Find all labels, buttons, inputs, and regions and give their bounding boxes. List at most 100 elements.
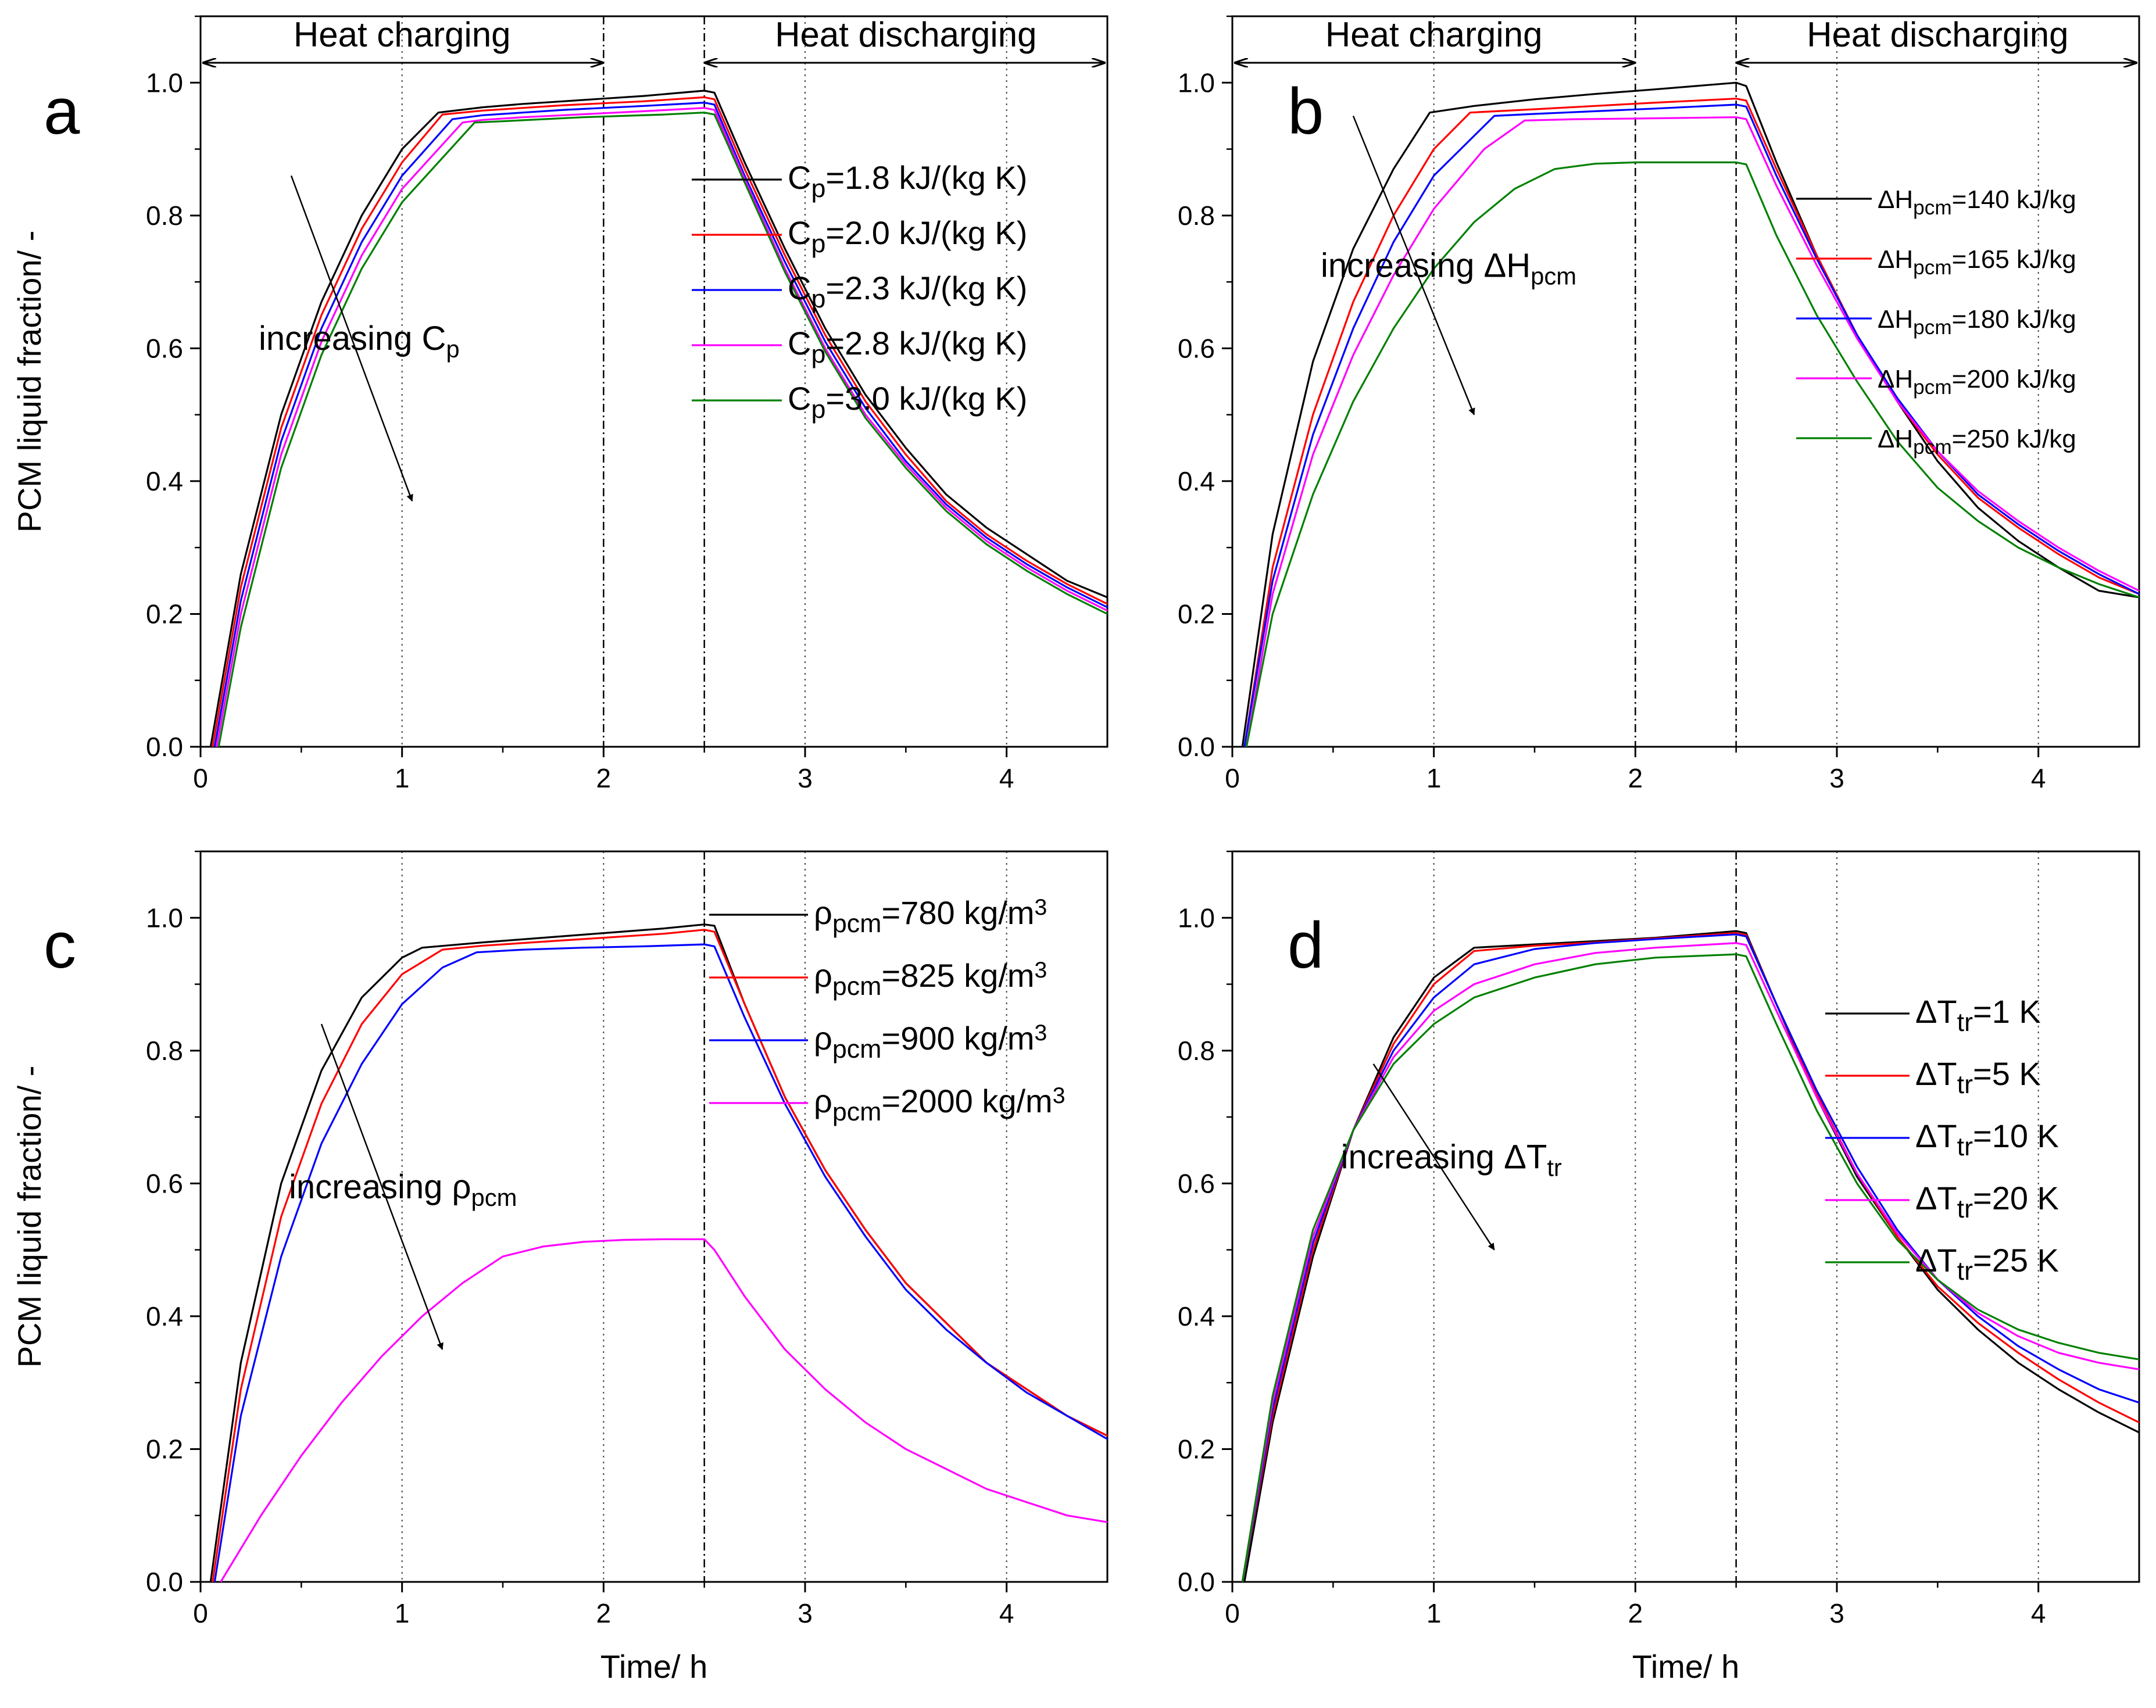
y-tick-label: 0.6 — [146, 333, 183, 363]
annotation-prefix: increasing C — [259, 320, 446, 357]
y-tick-label: 0.4 — [146, 466, 183, 496]
series-line-3 — [213, 102, 1108, 747]
x-tick-label: 3 — [798, 1598, 813, 1628]
legend-value: =10 K — [1973, 1118, 2059, 1154]
series-line-5 — [1241, 953, 2140, 1582]
y-tick-label: 1.0 — [1178, 67, 1215, 98]
heat-discharging-label: Heat discharging — [1807, 15, 2068, 54]
panel-letter: c — [44, 909, 76, 982]
legend-symbol: C — [788, 159, 811, 196]
legend-subscript: p — [811, 174, 825, 203]
y-tick-label: 0.0 — [146, 1567, 183, 1597]
legend-label: ρpcm=900 kg/m3 — [814, 1020, 1047, 1064]
legend-label: Cp=2.3 kJ/(kg K) — [788, 270, 1027, 313]
legend-subscript: p — [811, 395, 825, 424]
legend-subscript: pcm — [832, 972, 882, 1001]
legend-label: ρpcm=2000 kg/m3 — [814, 1083, 1066, 1126]
trend-annotation: increasing ΔTtr — [1341, 1138, 1562, 1181]
legend-subscript: pcm — [832, 1097, 882, 1126]
annotation-prefix: increasing — [1341, 1138, 1504, 1176]
x-axis-title: Time/ h — [600, 1648, 708, 1685]
panel-a: 0 1 2 3 4 0.0 0.2 0.4 0.6 0.8 1.0 PCM liquid fracti… — [11, 15, 1109, 793]
trend-arrow — [1352, 115, 1475, 416]
x-tick-label: 3 — [1829, 763, 1844, 793]
legend-symbol: ΔH — [1878, 245, 1913, 274]
annotation-prefix: increasing — [1321, 247, 1483, 285]
legend-label: ΔTtr=20 K — [1915, 1180, 2059, 1223]
legend-symbol: ρ — [814, 894, 832, 931]
panel-letter: a — [44, 75, 80, 148]
y-tick-label: 0.6 — [1178, 333, 1215, 363]
series-line-2 — [212, 929, 1108, 1582]
y-tick-label: 0.0 — [1178, 1567, 1215, 1597]
annotation-symbol: ΔT — [1504, 1138, 1547, 1176]
legend-symbol: C — [788, 325, 811, 361]
y-axis-title: PCM liquid fraction/ - — [11, 1066, 48, 1368]
legend-value: =165 kJ/kg — [1952, 245, 2076, 274]
y-tick-label: 0.2 — [1178, 1434, 1215, 1464]
x-tick-label: 1 — [1426, 1598, 1442, 1628]
legend-symbol: ΔH — [1878, 425, 1913, 453]
annotation-symbol: ΔH — [1483, 247, 1531, 285]
legend-symbol: ΔT — [1915, 993, 1957, 1030]
legend-superscript: 3 — [1035, 1020, 1047, 1045]
series-line-4 — [1245, 116, 2140, 747]
x-tick-label: 1 — [395, 1598, 410, 1628]
x-tick-label: 3 — [1829, 1598, 1844, 1628]
annotation-prefix: increasing — [289, 1168, 452, 1206]
plot-frame — [1231, 850, 2140, 1583]
series-line-5 — [1245, 161, 2140, 747]
x-tick-label: 2 — [596, 763, 612, 793]
annotation-subscript: p — [446, 335, 459, 363]
trend-arrow — [320, 1023, 444, 1350]
series-line-1 — [1243, 930, 2140, 1582]
annotation-subscript: pcm — [1531, 262, 1576, 289]
legend-symbol: ρ — [814, 1020, 832, 1057]
y-tick-label: 0.6 — [146, 1168, 183, 1198]
heat-discharging-label: Heat discharging — [775, 15, 1036, 54]
heat-charging-label: Heat charging — [294, 15, 511, 54]
y-tick-label: 0.6 — [1178, 1168, 1215, 1198]
legend-superscript: 3 — [1035, 895, 1047, 920]
legend-value: =140 kJ/kg — [1952, 185, 2076, 214]
legend-superscript: 3 — [1035, 958, 1047, 983]
x-tick-label: 0 — [193, 763, 208, 793]
legend-label: ΔHpcm=165 kJ/kg — [1878, 245, 2076, 279]
y-tick-label: 0.8 — [1178, 200, 1215, 231]
plot-frame — [199, 15, 1109, 748]
series-line-4 — [1241, 942, 2140, 1582]
y-tick-label: 1.0 — [146, 903, 183, 933]
legend-label: Cp=2.8 kJ/(kg K) — [788, 325, 1027, 368]
y-tick-label: 0.4 — [1178, 466, 1215, 496]
y-tick-label: 0.4 — [146, 1301, 183, 1331]
legend-value: =2000 kg/m — [882, 1083, 1053, 1119]
x-tick-label: 4 — [999, 763, 1014, 793]
legend-value: =200 kJ/kg — [1952, 365, 2076, 393]
x-tick-label: 0 — [1225, 1598, 1240, 1628]
plot-frame — [199, 850, 1109, 1583]
legend-subscript: pcm — [1913, 256, 1951, 279]
legend-symbol: C — [788, 380, 811, 417]
legend-subscript: tr — [1957, 1132, 1973, 1161]
y-tick-label: 0.2 — [146, 599, 183, 629]
series-line-1 — [209, 89, 1108, 747]
legend-value: =20 K — [1973, 1180, 2059, 1216]
x-tick-label: 0 — [193, 1598, 208, 1628]
legend-label: ΔHpcm=140 kJ/kg — [1878, 185, 2076, 219]
x-tick-label: 1 — [395, 763, 410, 793]
legend-label: ΔTtr=5 K — [1915, 1055, 2041, 1099]
legend-subscript: tr — [1957, 1070, 1973, 1099]
x-tick-label: 2 — [596, 1598, 612, 1628]
series-line-2 — [212, 96, 1108, 747]
legend-value: =250 kJ/kg — [1952, 425, 2076, 453]
legend-value: =825 kg/m — [882, 957, 1035, 994]
legend-subscript: pcm — [832, 1034, 882, 1064]
series-line-3 — [1241, 933, 2140, 1582]
y-tick-label: 0.8 — [146, 1036, 183, 1066]
trend-arrow — [1372, 1063, 1495, 1251]
legend-value: =900 kg/m — [882, 1020, 1035, 1057]
y-tick-label: 0.0 — [146, 732, 183, 762]
